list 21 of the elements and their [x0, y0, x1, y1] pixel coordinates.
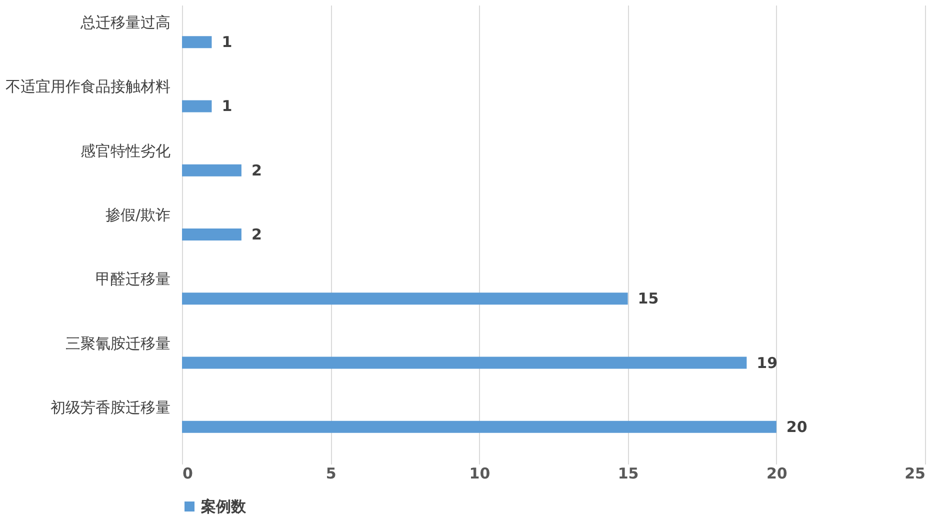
x-tick-label: 25	[904, 464, 926, 482]
data-label: 1	[222, 33, 232, 52]
y-tick-label: 总迁移量过高	[80, 14, 170, 32]
y-tick-label: 掺假/欺诈	[105, 206, 170, 224]
x-tick-label: 10	[469, 464, 490, 482]
y-tick-label: 甲醛迁移量	[96, 270, 170, 288]
data-label: 1	[222, 97, 232, 116]
data-label: 19	[756, 354, 778, 372]
data-label: 20	[786, 418, 808, 436]
data-label: 15	[638, 290, 659, 308]
x-tick-label: 0	[182, 464, 193, 482]
x-tick-label: 15	[618, 464, 639, 482]
data-label: 2	[251, 226, 262, 244]
x-tick-label: 5	[326, 464, 336, 482]
x-tick-label: 20	[766, 464, 788, 482]
legend-label: 案例数	[200, 498, 247, 516]
data-label: 2	[251, 161, 262, 180]
y-tick-label: 感官特性劣化	[80, 142, 170, 160]
y-tick-label: 三聚氰胺迁移量	[66, 334, 170, 352]
y-tick-label: 初级芳香胺迁移量	[50, 398, 170, 416]
y-tick-label: 不适宜用作食品接触材料	[6, 78, 170, 96]
